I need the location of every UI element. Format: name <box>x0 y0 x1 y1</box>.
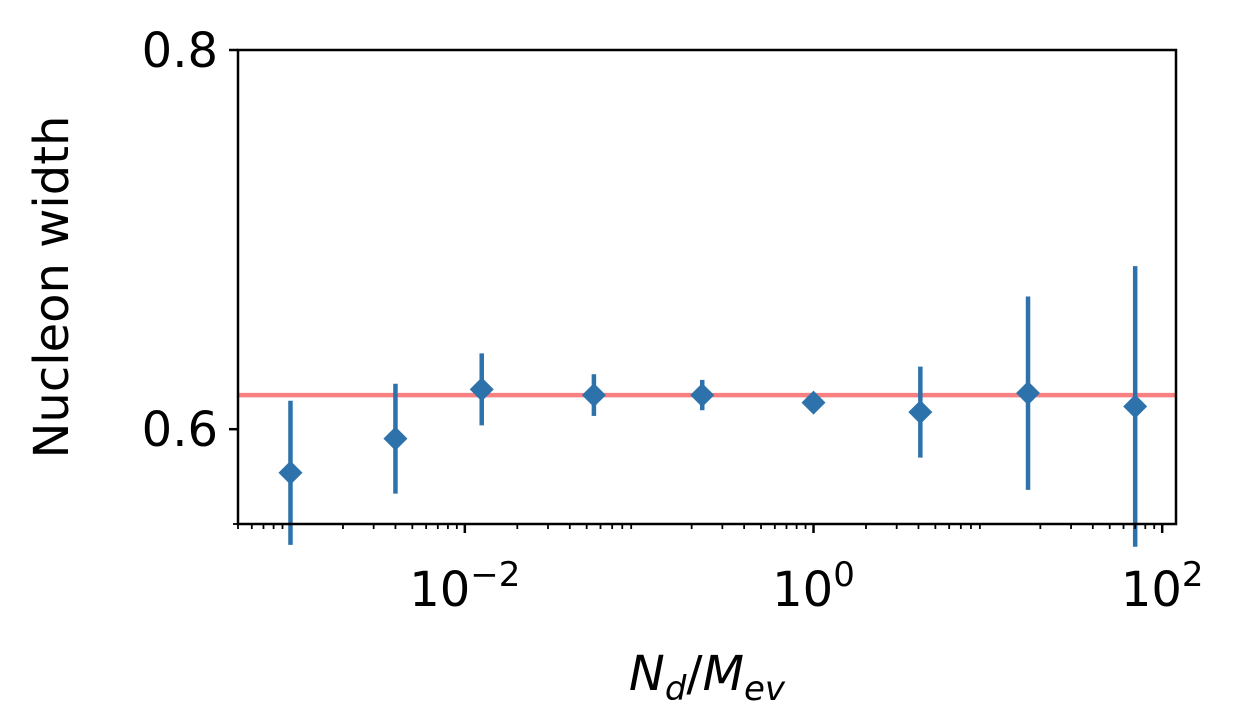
x-axis-label: Nd/Mev <box>629 646 786 709</box>
data-point <box>581 374 606 416</box>
y-tick-label: 0.6 <box>142 402 218 458</box>
x-tick-label: 10−2 <box>409 555 520 618</box>
data-point <box>383 383 408 494</box>
x-label-d: d <box>665 669 687 709</box>
data-point <box>1016 296 1041 490</box>
x-label-n: N <box>629 646 665 702</box>
data-point <box>908 366 933 458</box>
x-label-slash: / <box>686 646 703 702</box>
y-tick-label: 0.8 <box>142 23 218 79</box>
data-point <box>801 390 826 415</box>
diamond-marker <box>383 426 408 451</box>
data-point <box>469 353 494 426</box>
diamond-marker <box>801 390 826 415</box>
y-axis-label: Nucleon width <box>24 116 80 459</box>
data-point <box>278 400 303 545</box>
diamond-marker <box>278 460 303 485</box>
data-point <box>1123 266 1148 547</box>
tick-layer: 10−2 100 102 0.6 0.8 <box>142 23 1204 618</box>
x-label-m: M <box>703 646 744 702</box>
plot-frame <box>236 48 1178 526</box>
diamond-marker <box>469 377 494 402</box>
diamond-marker <box>581 383 606 408</box>
data-layer <box>278 266 1148 547</box>
data-point <box>690 379 715 411</box>
diamond-marker <box>1123 394 1148 419</box>
diamond-marker <box>690 383 715 408</box>
diamond-marker <box>908 400 933 425</box>
x-tick-label: 102 <box>1121 555 1204 618</box>
diamond-marker <box>1016 381 1041 406</box>
x-tick-label: 100 <box>772 555 855 618</box>
x-label-ev: ev <box>744 669 786 709</box>
